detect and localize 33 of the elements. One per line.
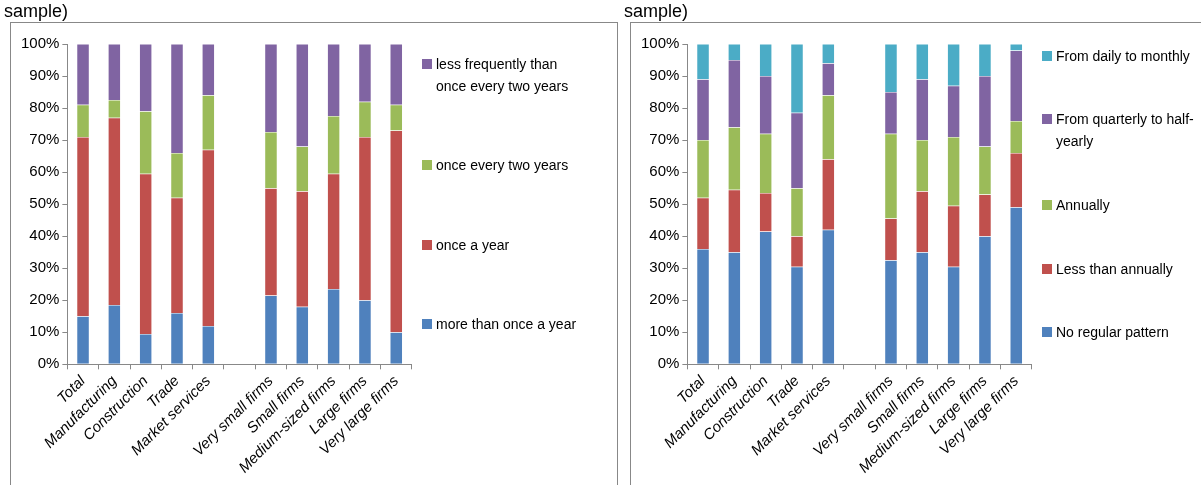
y-tick-label: 0% [37,354,60,372]
y-tick-label: 40% [29,226,60,244]
legend-label: once every two years [436,156,569,176]
legend-label: From daily to monthly [1056,46,1190,66]
y-tick-label: 30% [29,258,60,276]
y-tick-label: 70% [649,130,680,148]
y-tick-label: 50% [29,194,60,212]
y-tick-label: 60% [649,162,680,180]
y-tick-label: 80% [649,98,680,116]
legend-label: Less than annually [1056,259,1173,279]
legend-label: more than once a year [436,315,577,335]
y-tick-label: 20% [649,290,680,308]
y-tick-label: 10% [29,322,60,340]
y-tick-label: 10% [649,322,680,340]
y-tick-label: 80% [29,98,60,116]
y-tick-label: 70% [29,130,60,148]
chart-title: sample) [624,1,689,21]
y-tick-label: 60% [29,162,60,180]
legend-label: No regular pattern [1056,323,1169,343]
y-tick-label: 100% [640,34,680,52]
y-tick-label: 30% [649,258,680,276]
y-tick-label: 90% [649,66,680,84]
chart-title: sample) [4,1,69,21]
y-tick-label: 50% [649,194,680,212]
y-tick-label: 20% [29,290,60,308]
legend-label: once a year [436,235,510,255]
y-tick-label: 100% [20,34,60,52]
legend-label: From quarterly to half-yearly [1056,110,1195,152]
legend-label: less frequently than once every two years [436,54,570,96]
y-tick-label: 40% [649,226,680,244]
legend-label: Annually [1056,196,1110,215]
y-tick-label: 90% [29,66,60,84]
y-tick-label: 0% [657,354,680,372]
